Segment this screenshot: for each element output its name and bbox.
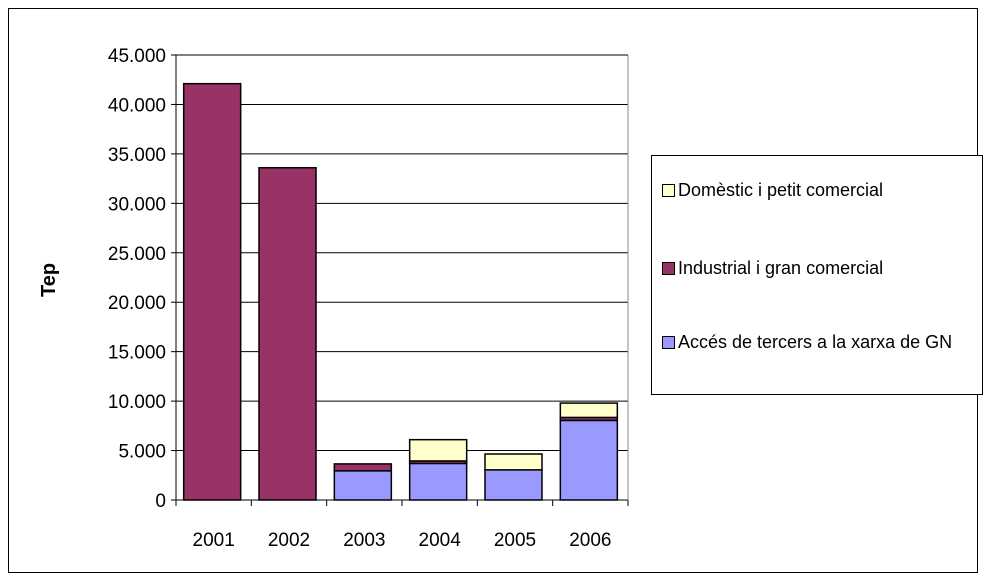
- bar-segment: [484, 453, 543, 471]
- bar-segment: [182, 82, 242, 501]
- x-tick-label: 2002: [268, 530, 310, 551]
- bar-segment: [484, 469, 543, 501]
- legend-label-access: Accés de tercers a la xarxa de GN: [678, 332, 953, 352]
- y-tick-label: 20.000: [108, 293, 166, 314]
- bar-segment: [333, 463, 393, 472]
- y-tick-label: 25.000: [108, 244, 166, 265]
- x-tick-label: 2006: [569, 530, 611, 551]
- y-tick-label: 5.000: [118, 442, 166, 463]
- y-tick-label: 35.000: [108, 145, 166, 166]
- y-tick-label: 40.000: [108, 95, 166, 116]
- bar-segment: [559, 402, 619, 419]
- y-tick-label: 30.000: [108, 194, 166, 215]
- x-tick-label: 2005: [494, 530, 536, 551]
- legend: Domèstic i petit comercial Industrial i …: [651, 155, 983, 395]
- y-tick-label: 0: [155, 491, 166, 512]
- bar-segment: [333, 470, 393, 501]
- legend-swatch-access: [662, 336, 675, 349]
- legend-label-domestic: Domèstic i petit comercial: [678, 180, 884, 200]
- legend-item-industrial: Industrial i gran comercial: [662, 258, 978, 278]
- x-tick-label: 2001: [193, 530, 235, 551]
- bar-segment: [408, 462, 468, 501]
- bars: [182, 82, 619, 501]
- y-tick-label: 10.000: [108, 392, 166, 413]
- legend-swatch-industrial: [662, 262, 675, 275]
- axes: [175, 54, 629, 506]
- y-axis-title: Tep: [38, 263, 60, 297]
- y-tick-label: 15.000: [108, 343, 166, 364]
- y-tick-labels: 0 5.000 10.000 15.000 20.000 25.000 30.000 35.0…: [108, 46, 166, 512]
- legend-item-access: Accés de tercers a la xarxa de GN: [662, 332, 978, 352]
- legend-item-domestic: Domèstic i petit comercial: [662, 180, 978, 200]
- y-tick-label: 45.000: [108, 46, 166, 67]
- legend-label-industrial: Industrial i gran comercial: [678, 258, 884, 278]
- legend-swatch-domestic: [662, 184, 675, 197]
- bar-segment: [408, 438, 468, 462]
- bar-segment: [559, 419, 619, 501]
- x-tick-label: 2003: [343, 530, 385, 551]
- x-tick-label: 2004: [419, 530, 462, 551]
- bar-segment: [258, 166, 317, 501]
- x-tick-labels: 2001 2002 2003 2004 2005 2006: [193, 530, 612, 551]
